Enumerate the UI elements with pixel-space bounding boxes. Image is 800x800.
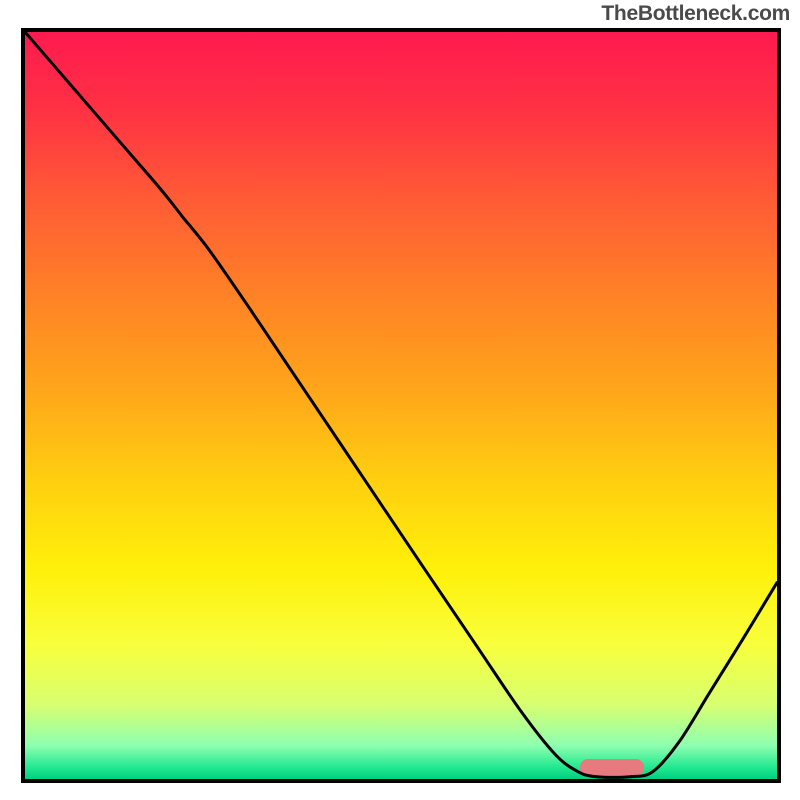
plot-frame xyxy=(21,28,781,783)
chart-container: TheBottleneck.com xyxy=(0,0,800,800)
